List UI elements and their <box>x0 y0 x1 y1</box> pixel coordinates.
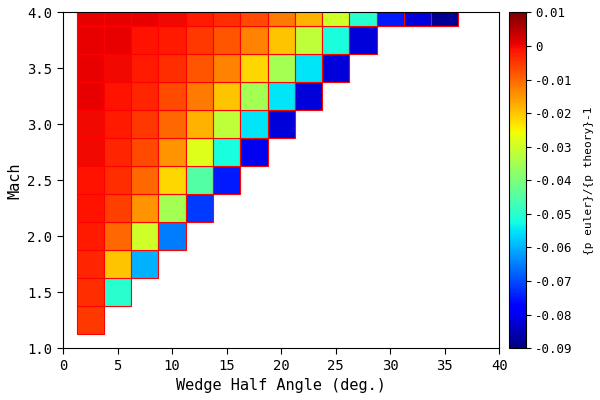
Bar <box>431 0 458 26</box>
Bar <box>213 54 240 82</box>
Bar <box>77 26 104 54</box>
Bar <box>240 54 268 82</box>
Bar <box>104 26 131 54</box>
Bar <box>131 222 158 250</box>
Bar <box>158 110 186 138</box>
Bar <box>186 26 213 54</box>
Bar <box>104 54 131 82</box>
Bar <box>77 166 104 194</box>
Bar <box>240 82 268 110</box>
Bar <box>158 138 186 166</box>
Bar <box>77 138 104 166</box>
Bar <box>349 0 377 26</box>
Y-axis label: {p euler}/{p theory}-1: {p euler}/{p theory}-1 <box>584 106 594 254</box>
Bar <box>104 194 131 222</box>
Bar <box>104 0 131 26</box>
Bar <box>295 82 322 110</box>
Bar <box>186 166 213 194</box>
Bar <box>158 222 186 250</box>
Bar <box>322 54 349 82</box>
Bar <box>213 138 240 166</box>
Bar <box>77 222 104 250</box>
Bar <box>240 138 268 166</box>
Bar <box>213 0 240 26</box>
Bar <box>158 82 186 110</box>
Bar <box>158 166 186 194</box>
Y-axis label: Mach: Mach <box>7 162 22 198</box>
Bar <box>268 110 295 138</box>
Bar <box>77 306 104 334</box>
Bar <box>131 82 158 110</box>
Bar <box>295 26 322 54</box>
Bar <box>158 54 186 82</box>
Bar <box>131 110 158 138</box>
Bar <box>158 194 186 222</box>
Bar <box>77 0 104 26</box>
Bar <box>404 0 431 26</box>
Bar <box>295 54 322 82</box>
Bar <box>322 26 349 54</box>
Bar <box>77 250 104 278</box>
Bar <box>131 250 158 278</box>
Bar <box>213 166 240 194</box>
Bar <box>131 166 158 194</box>
Bar <box>77 278 104 306</box>
Bar <box>131 138 158 166</box>
Bar <box>104 110 131 138</box>
Bar <box>77 194 104 222</box>
Bar <box>104 222 131 250</box>
Bar <box>268 82 295 110</box>
X-axis label: Wedge Half Angle (deg.): Wedge Half Angle (deg.) <box>176 378 386 393</box>
Bar <box>104 166 131 194</box>
Bar <box>240 0 268 26</box>
Bar <box>349 26 377 54</box>
Bar <box>77 110 104 138</box>
Bar <box>268 0 295 26</box>
Bar <box>268 26 295 54</box>
Bar <box>158 26 186 54</box>
Bar <box>131 26 158 54</box>
Bar <box>158 0 186 26</box>
Bar <box>104 250 131 278</box>
Bar <box>104 82 131 110</box>
Bar <box>186 82 213 110</box>
Bar <box>186 110 213 138</box>
Bar <box>186 54 213 82</box>
Bar <box>240 110 268 138</box>
Bar <box>213 110 240 138</box>
Bar <box>213 82 240 110</box>
Bar <box>322 0 349 26</box>
Bar <box>131 0 158 26</box>
Bar <box>240 26 268 54</box>
Bar <box>77 54 104 82</box>
Bar <box>186 0 213 26</box>
Bar <box>268 54 295 82</box>
Bar <box>186 138 213 166</box>
Bar <box>131 54 158 82</box>
Bar <box>377 0 404 26</box>
Bar <box>131 194 158 222</box>
Bar <box>104 138 131 166</box>
Bar <box>186 194 213 222</box>
Bar <box>295 0 322 26</box>
Bar <box>104 278 131 306</box>
Bar <box>77 82 104 110</box>
Bar <box>213 26 240 54</box>
